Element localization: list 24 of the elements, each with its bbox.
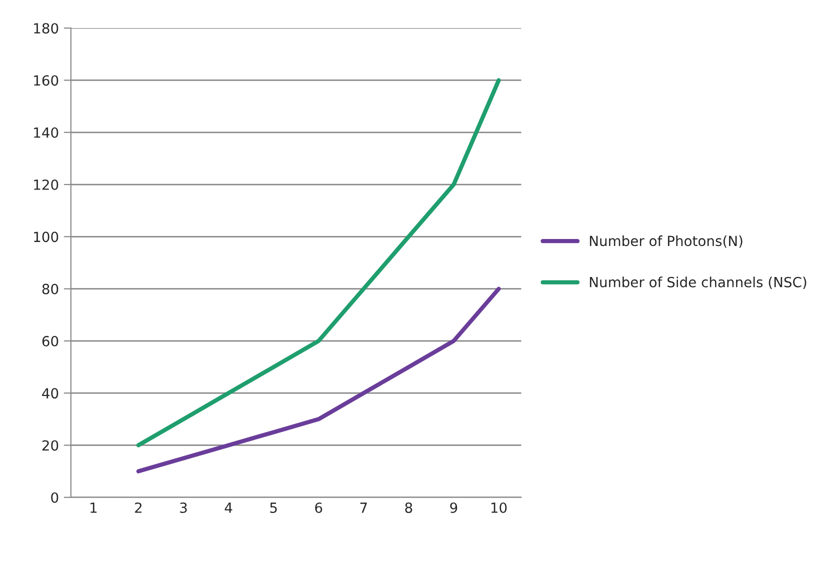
x-tick-label: 6	[315, 502, 322, 513]
legend-label: Number of Side channels (NSC)	[590, 276, 806, 290]
y-tick-label: 60	[42, 336, 58, 346]
x-tick-label: 1	[90, 502, 97, 513]
y-tick-label: 80	[42, 284, 58, 294]
y-tick-label: 100	[34, 232, 58, 242]
x-tick-label: 9	[450, 502, 458, 513]
x-tick-label: 3	[180, 502, 187, 513]
line-series	[136, 78, 501, 448]
x-tick-label: 5	[270, 502, 277, 513]
y-tick-label: 140	[34, 127, 58, 138]
y-tick-label: 0	[51, 492, 58, 503]
x-tick-label: 2	[135, 502, 142, 513]
y-tick-label: 20	[42, 440, 58, 451]
y-tick-label: 120	[34, 179, 58, 190]
legend-label: Number of Photons(N)	[590, 235, 742, 248]
x-tick-label: 4	[224, 502, 232, 513]
y-tick-label: 160	[34, 75, 58, 86]
y-tick-label: 180	[34, 23, 58, 34]
x-tick-label: 8	[405, 502, 412, 513]
line-series	[136, 286, 501, 474]
y-tick-label: 40	[42, 388, 58, 399]
x-tick-label: 10	[491, 502, 507, 513]
x-tick-label: 7	[360, 502, 367, 513]
